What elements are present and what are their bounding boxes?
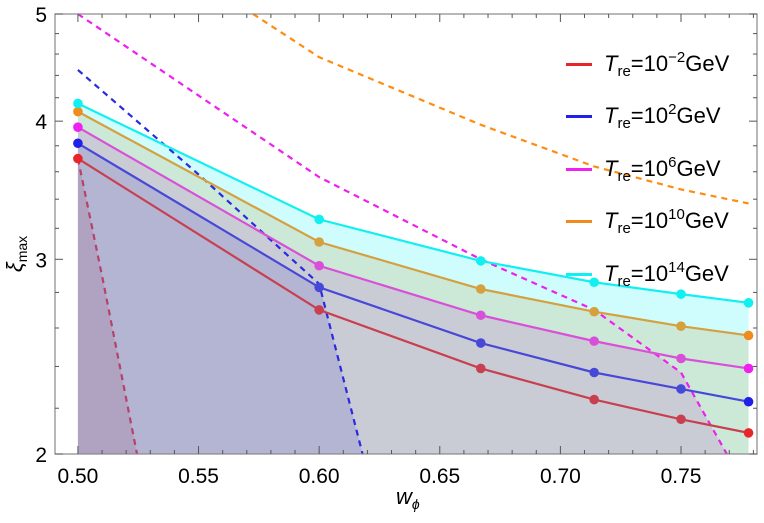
data-point xyxy=(314,282,324,293)
data-point xyxy=(589,277,599,288)
x-tick-label: 0.50 xyxy=(57,465,98,488)
data-point xyxy=(73,153,83,164)
series-line xyxy=(77,110,749,337)
data-point xyxy=(743,396,754,407)
data-point xyxy=(743,298,754,308)
series-line xyxy=(77,102,749,304)
data-point xyxy=(475,284,486,294)
legend-entry: Tre=1014GeV xyxy=(566,248,729,301)
data-point xyxy=(314,260,324,271)
y-tick-label: 4 xyxy=(35,111,47,134)
data-point xyxy=(475,363,486,374)
x-tick-label: 0.65 xyxy=(419,465,460,488)
data-point xyxy=(743,428,754,438)
fill-region xyxy=(77,127,727,454)
dashed-bound-line xyxy=(77,13,728,455)
data-point xyxy=(676,353,686,364)
legend-entry: Tre=1010GeV xyxy=(566,196,729,249)
legend-label: Tre=10−2GeV xyxy=(604,48,730,80)
data-point xyxy=(314,214,324,225)
x-tick-label: 0.60 xyxy=(299,465,340,488)
x-tick-label: 0.55 xyxy=(178,465,219,488)
data-point xyxy=(589,394,599,405)
legend-swatch xyxy=(566,272,592,276)
legend-entry: Tre=102GeV xyxy=(566,91,729,144)
y-axis-title: ξmax xyxy=(2,235,31,273)
legend-entry: Tre=10−2GeV xyxy=(566,38,729,91)
series-line xyxy=(77,157,749,434)
data-point xyxy=(73,122,83,132)
data-point xyxy=(73,98,83,109)
data-point xyxy=(475,338,486,348)
data-point xyxy=(743,330,754,341)
y-tick-label: 3 xyxy=(35,249,47,272)
series-line xyxy=(77,126,749,370)
legend-swatch xyxy=(566,167,592,171)
data-point xyxy=(314,305,324,315)
x-tick-label: 0.75 xyxy=(661,465,702,488)
legend-label: Tre=1014GeV xyxy=(604,258,729,290)
legend-label: Tre=102GeV xyxy=(604,101,721,133)
legend-swatch xyxy=(566,115,592,119)
data-point xyxy=(314,237,324,247)
data-point xyxy=(589,367,599,378)
data-point xyxy=(589,336,599,346)
data-point xyxy=(676,414,686,425)
legend-label: Tre=106GeV xyxy=(604,153,721,185)
data-point xyxy=(589,306,599,317)
fill-region xyxy=(77,143,363,454)
data-point xyxy=(475,310,486,321)
data-point xyxy=(475,256,486,266)
dashed-bound-line xyxy=(77,69,364,455)
series-line xyxy=(77,142,749,403)
data-point xyxy=(743,363,754,374)
x-tick-label: 0.70 xyxy=(540,465,581,488)
y-tick-label: 2 xyxy=(35,444,47,467)
x-axis-title: wϕ xyxy=(396,484,420,512)
data-point xyxy=(676,384,686,394)
data-point xyxy=(676,289,686,299)
legend-label: Tre=1010GeV xyxy=(604,206,729,238)
data-point xyxy=(73,106,83,117)
legend-entry: Tre=106GeV xyxy=(566,143,729,196)
dashed-bound-line xyxy=(252,13,749,205)
plot-frame xyxy=(54,13,758,455)
legend-swatch xyxy=(566,220,592,224)
legend-swatch xyxy=(566,62,592,66)
data-point xyxy=(73,138,83,149)
fill-region xyxy=(77,103,749,455)
dashed-bound-line xyxy=(76,158,139,455)
legend: Tre=10−2GeV Tre=102GeV Tre=106GeV Tre=10… xyxy=(566,38,729,301)
y-tick-label: 5 xyxy=(35,4,47,27)
data-point xyxy=(676,321,686,331)
